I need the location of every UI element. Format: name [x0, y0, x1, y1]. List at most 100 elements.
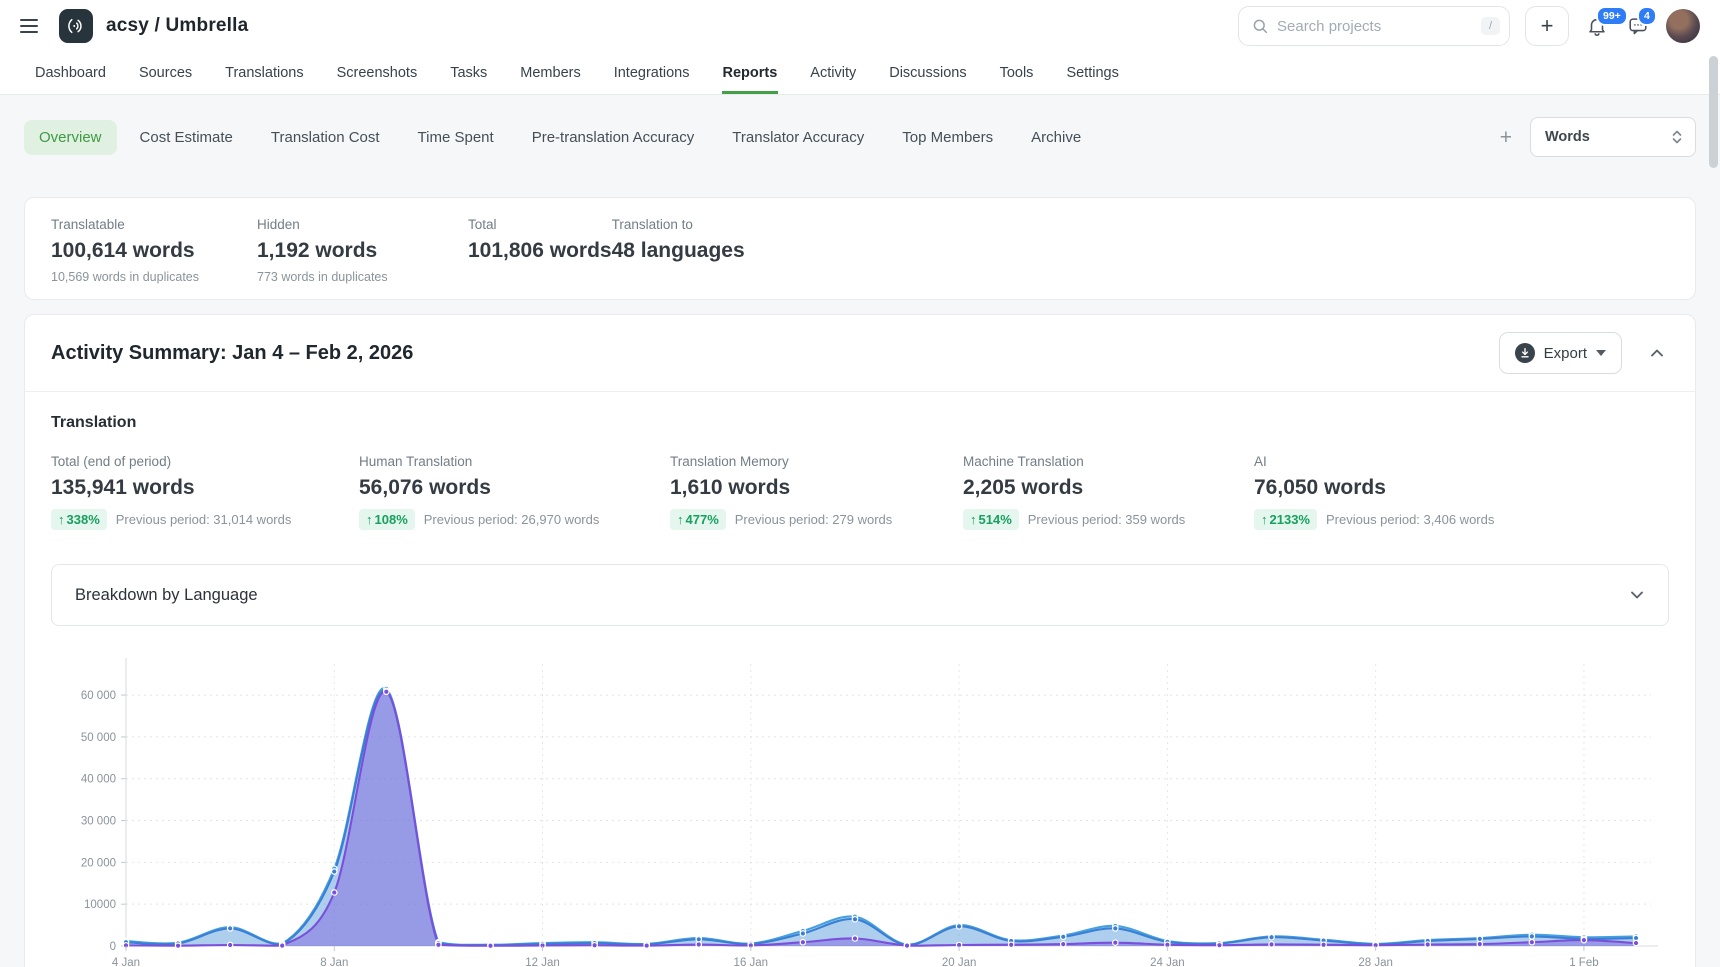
- metric-change-badge: ↑ 514%: [963, 509, 1019, 530]
- breakdown-by-language-panel[interactable]: Breakdown by Language: [51, 564, 1669, 626]
- summary-stats-card: Translatable 100,614 words 10,569 words …: [24, 197, 1696, 300]
- metric-item: Total (end of period) 135,941 words ↑ 338…: [51, 454, 359, 530]
- activity-card-header: Activity Summary: Jan 4 – Feb 2, 2026 Ex…: [25, 315, 1695, 392]
- hamburger-menu-button[interactable]: [12, 9, 46, 43]
- stat-value: 48 languages: [611, 239, 745, 262]
- svg-text:0: 0: [110, 941, 116, 953]
- svg-text:12 Jan: 12 Jan: [525, 957, 560, 967]
- nav-item[interactable]: Sources: [138, 65, 193, 81]
- report-tab[interactable]: Overview: [24, 119, 117, 155]
- nav-item[interactable]: Dashboard: [35, 65, 106, 81]
- search-icon: [1253, 19, 1268, 34]
- nav-item[interactable]: Activity: [810, 65, 857, 81]
- stat-item: Hidden 1,192 words 773 words in duplicat…: [257, 217, 468, 284]
- svg-text:40 000: 40 000: [81, 774, 116, 786]
- stat-item: Total 101,806 words: [468, 217, 612, 284]
- metric-change-badge: ↑ 2133%: [1254, 509, 1317, 530]
- report-tab[interactable]: Archive: [1031, 128, 1082, 146]
- report-tab[interactable]: Cost Estimate: [139, 128, 233, 146]
- stat-note: [468, 270, 612, 284]
- report-tab[interactable]: Top Members: [902, 128, 994, 146]
- report-tab[interactable]: Translator Accuracy: [732, 128, 865, 146]
- metric-item: AI 76,050 words ↑ 2133% Previous period: …: [1254, 454, 1669, 530]
- report-tab[interactable]: Translation Cost: [270, 128, 380, 146]
- export-label: Export: [1543, 344, 1587, 362]
- notifications-badge: 99+: [1596, 6, 1628, 26]
- metric-change-badge: ↑ 338%: [51, 509, 107, 530]
- svg-text:28 Jan: 28 Jan: [1358, 957, 1393, 967]
- export-button[interactable]: Export: [1498, 332, 1622, 374]
- app-logo[interactable]: [59, 9, 93, 43]
- unit-select-value: Words: [1545, 129, 1590, 145]
- svg-text:50 000: 50 000: [81, 732, 116, 744]
- metric-value: 76,050 words: [1254, 476, 1386, 499]
- stat-item: Translatable 100,614 words 10,569 words …: [51, 217, 257, 284]
- project-breadcrumb[interactable]: acsy / Umbrella: [106, 15, 249, 36]
- stat-value: 101,806 words: [468, 239, 612, 262]
- logo-swirl-icon: [68, 18, 82, 34]
- nav-item[interactable]: Members: [520, 65, 581, 81]
- svg-text:1 Feb: 1 Feb: [1569, 957, 1598, 967]
- svg-text:60 000: 60 000: [81, 690, 116, 702]
- nav-item[interactable]: Settings: [1066, 65, 1119, 81]
- arrow-up-icon: ↑: [1261, 512, 1268, 527]
- metric-label: AI: [1254, 454, 1267, 469]
- chevron-down-icon: [1631, 591, 1643, 599]
- stat-note: 773 words in duplicates: [257, 270, 388, 284]
- select-arrows-icon: [1672, 130, 1682, 144]
- unit-select[interactable]: Words: [1530, 117, 1696, 157]
- stat-item: Translation to 48 languages: [612, 217, 745, 284]
- nav-item[interactable]: Discussions: [889, 65, 967, 81]
- collapse-section-button[interactable]: [1649, 345, 1665, 361]
- nav-item[interactable]: Translations: [225, 65, 304, 81]
- metric-item: Machine Translation 2,205 words ↑ 514% Pr…: [963, 454, 1254, 530]
- svg-text:4 Jan: 4 Jan: [112, 957, 140, 967]
- metric-item: Human Translation 56,076 words ↑ 108% Pre…: [359, 454, 670, 530]
- top-header: acsy / Umbrella / + 99+ 4: [0, 0, 1720, 52]
- user-avatar[interactable]: [1666, 9, 1700, 43]
- report-tab[interactable]: Time Spent: [417, 128, 494, 146]
- nav-item[interactable]: Tools: [999, 65, 1034, 81]
- create-project-button[interactable]: +: [1525, 6, 1569, 46]
- svg-text:20 Jan: 20 Jan: [942, 957, 977, 967]
- breakdown-label: Breakdown by Language: [75, 585, 258, 604]
- translation-section-title: Translation: [51, 414, 137, 431]
- translation-metrics: Total (end of period) 135,941 words ↑ 338…: [51, 454, 1669, 530]
- stat-label: Total: [468, 217, 497, 232]
- main-nav: Dashboard Sources Translations Screensho…: [0, 52, 1720, 95]
- report-tab[interactable]: Pre-translation Accuracy: [531, 128, 695, 146]
- metric-previous-period: Previous period: 359 words: [1027, 512, 1186, 527]
- notifications-button[interactable]: 99+: [1584, 6, 1628, 39]
- stat-value: 1,192 words: [257, 239, 378, 262]
- nav-item[interactable]: Integrations: [613, 65, 690, 81]
- search-box[interactable]: /: [1238, 6, 1510, 46]
- arrow-up-icon: ↑: [58, 512, 65, 527]
- svg-text:30 000: 30 000: [81, 816, 116, 828]
- activity-chart-container: 0 10000 20 000 30 000 40 000 50 000 60 000 4 Ja…: [51, 650, 1669, 967]
- download-icon: [1514, 343, 1535, 363]
- messages-badge: 4: [1637, 6, 1657, 26]
- metric-change-badge: ↑ 477%: [670, 509, 726, 530]
- metric-value: 56,076 words: [359, 476, 491, 499]
- svg-text:20 000: 20 000: [81, 857, 116, 869]
- metric-previous-period: Previous period: 31,014 words: [115, 512, 292, 527]
- stat-label: Translatable: [51, 217, 125, 232]
- page-scrollbar-thumb[interactable]: [1709, 56, 1718, 168]
- stat-label: Hidden: [257, 217, 300, 232]
- activity-summary-card: Activity Summary: Jan 4 – Feb 2, 2026 Ex…: [24, 314, 1696, 967]
- search-shortcut-hint: /: [1480, 17, 1500, 35]
- metric-previous-period: Previous period: 3,406 words: [1325, 512, 1495, 527]
- stat-label: Translation to: [611, 217, 693, 232]
- metric-change-badge: ↑ 108%: [359, 509, 415, 530]
- search-input[interactable]: [1277, 17, 1473, 35]
- nav-item[interactable]: Screenshots: [336, 65, 418, 81]
- report-tabs-bar: Overview Cost Estimate Translation Cost …: [24, 117, 1696, 157]
- nav-item[interactable]: Tasks: [450, 65, 488, 81]
- caret-down-icon: [1596, 350, 1606, 356]
- add-report-button[interactable]: +: [1499, 125, 1512, 149]
- svg-text:8 Jan: 8 Jan: [320, 957, 348, 967]
- metric-label: Translation Memory: [670, 454, 789, 469]
- messages-button[interactable]: 4: [1625, 6, 1657, 39]
- chevron-up-icon: [1651, 349, 1663, 357]
- nav-item[interactable]: Reports: [721, 52, 779, 94]
